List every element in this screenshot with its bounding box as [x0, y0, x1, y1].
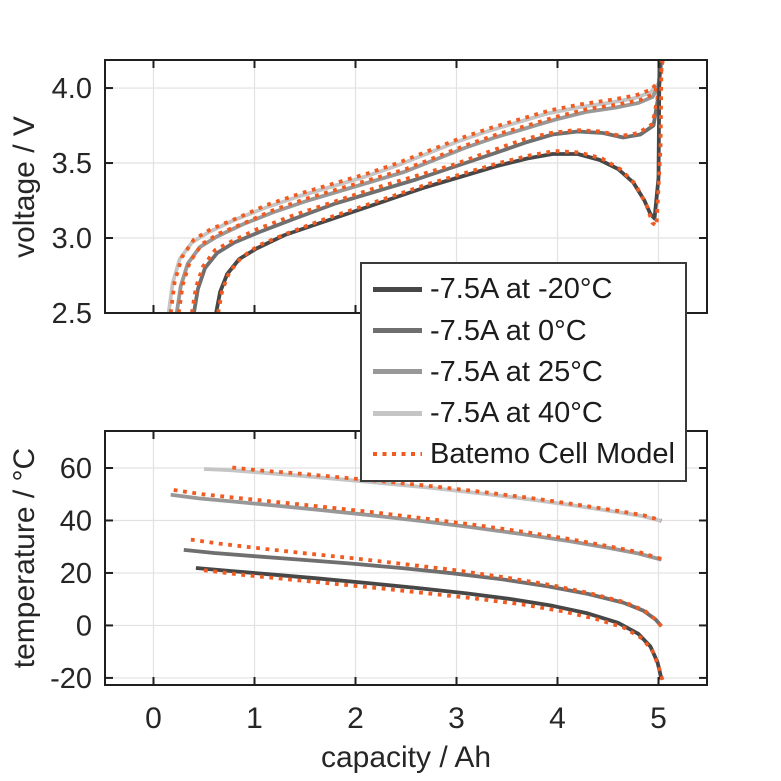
temperature-plot-series — [170, 465, 665, 682]
legend-entry: -7.5A at 40°C — [362, 396, 685, 429]
series-line — [203, 568, 665, 682]
voltage-plot-series — [166, 60, 665, 313]
x-tick-label: 1 — [246, 702, 263, 735]
y-tick-label: 2.5 — [52, 298, 92, 330]
legend-entry: -7.5A at 0°C — [362, 314, 685, 347]
y-tick-label: 0 — [76, 610, 92, 642]
y-tick-label: 60 — [60, 453, 92, 485]
y-tick-label: 4.0 — [52, 73, 92, 105]
legend-entry-label: -7.5A at 0°C — [430, 314, 587, 347]
series-line — [195, 566, 664, 680]
x-tick-label: 5 — [650, 702, 667, 735]
series-line — [216, 60, 664, 313]
series-line — [183, 548, 663, 628]
series-line — [168, 60, 665, 313]
series-line — [190, 60, 664, 313]
y-tick-label: 3.0 — [52, 223, 92, 255]
legend: -7.5A at -20°C -7.5A at 0°C -7.5A at 25°… — [360, 262, 687, 482]
legend-entry: -7.5A at -20°C — [362, 273, 685, 306]
voltage-plot: 2.5 3.0 3.5 4.0 — [52, 59, 708, 330]
y-tick-label: 3.5 — [52, 148, 92, 180]
legend-line-swatch — [373, 410, 422, 416]
x-tick-label: 2 — [347, 702, 364, 735]
series-line — [190, 537, 663, 628]
y-tick-label: 20 — [60, 558, 92, 590]
series-line — [170, 492, 662, 562]
legend-line-swatch — [373, 328, 422, 334]
y-tick-label: -20 — [50, 663, 92, 695]
legend-dotted-swatch — [373, 452, 422, 457]
y-tick-label: 40 — [60, 505, 92, 537]
x-tick-label: 4 — [549, 702, 566, 735]
series-line — [174, 60, 664, 313]
legend-line-swatch — [373, 287, 422, 293]
legend-entry: Batemo Cell Model — [362, 438, 685, 471]
legend-entry-label: Batemo Cell Model — [430, 438, 675, 471]
capacity-axis-label: capacity / Ah — [320, 741, 492, 774]
x-tick-label: 0 — [145, 702, 162, 735]
legend-entry: -7.5A at 25°C — [362, 355, 685, 388]
legend-entry-label: -7.5A at -20°C — [430, 273, 613, 306]
legend-entry-label: -7.5A at 25°C — [430, 355, 603, 388]
legend-line-swatch — [373, 369, 422, 375]
legend-entry-label: -7.5A at 40°C — [430, 396, 603, 429]
series-line — [232, 465, 663, 523]
x-tick-label: 3 — [448, 702, 465, 735]
temperature-plot: -20 0 20 40 60 0 1 2 3 4 5 — [50, 430, 708, 735]
